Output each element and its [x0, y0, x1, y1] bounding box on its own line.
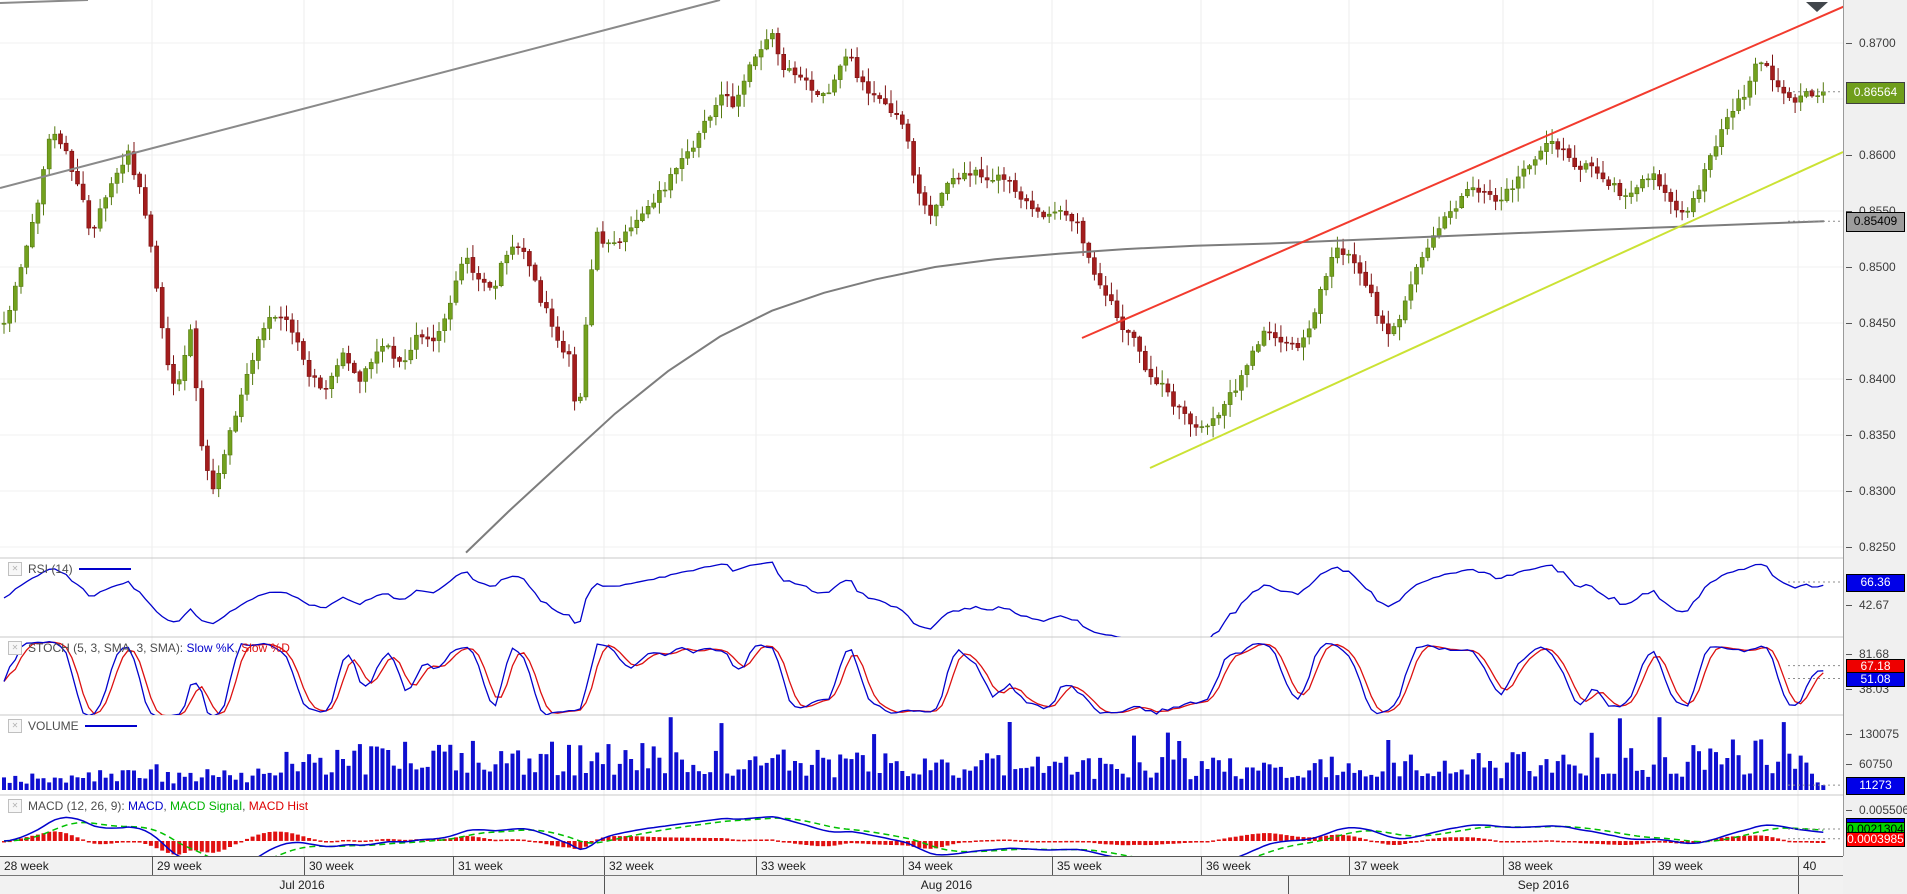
price-axis-tick: 0.8600	[1844, 148, 1907, 162]
macd-value-badge: 0.0003985	[1846, 832, 1905, 847]
volume-panel-label: ✕ VOLUME	[8, 719, 137, 733]
sma-line	[465, 220, 1825, 554]
trendline-1	[0, 0, 89, 4]
week-cell: 40	[1798, 857, 1843, 875]
price-axis-tick: 0.8500	[1844, 260, 1907, 274]
month-label-row: Jul 2016 Aug 2016 Sep 2016	[0, 876, 1843, 894]
trendline-2	[1081, 5, 1843, 339]
week-cell: 31 week	[453, 857, 604, 875]
month-cell	[1798, 876, 1843, 894]
macd-group	[2, 815, 1826, 856]
price-axis[interactable]: 0.87000.86500.86000.85500.85000.84500.84…	[1843, 0, 1907, 894]
candlestick-series	[0, 0, 1843, 554]
price-axis-tick: 0.8250	[1844, 540, 1907, 554]
month-cell: Sep 2016	[1288, 876, 1798, 894]
week-cell: 33 week	[756, 857, 903, 875]
week-cell: 32 week	[604, 857, 756, 875]
close-indicator-icon[interactable]: ✕	[8, 562, 22, 576]
volume-value-badge: 11273	[1846, 777, 1905, 795]
price-value-badge: 0.86564	[1846, 82, 1905, 104]
price-axis-tick: 0.8350	[1844, 428, 1907, 442]
macd-panel-label: ✕ MACD (12, 26, 9): MACD, MACD Signal, MA…	[8, 799, 308, 813]
macd-label-text: MACD (12, 26, 9): MACD, MACD Signal, MAC…	[28, 799, 309, 813]
week-cell: 29 week	[152, 857, 304, 875]
rsi-sample-line	[78, 568, 131, 570]
week-cell: 35 week	[1052, 857, 1201, 875]
volume-label-text: VOLUME	[28, 719, 79, 733]
close-indicator-icon[interactable]: ✕	[8, 641, 22, 655]
week-cell: 30 week	[304, 857, 453, 875]
macd-line	[3, 815, 1824, 856]
time-axis[interactable]: 28 week 29 week 30 week 31 week 32 week 33 we…	[0, 856, 1843, 894]
scroll-to-latest-icon[interactable]	[1806, 2, 1828, 12]
rsi-panel-label: ✕ RSI (14)	[8, 562, 131, 576]
week-cell: 36 week	[1201, 857, 1349, 875]
stoch-panel-label: ✕ STOCH (5, 3, SMA, 3, SMA): Slow %K, Slo…	[8, 641, 290, 655]
week-cell: 38 week	[1503, 857, 1653, 875]
trendline-0	[0, 0, 721, 189]
week-cell: 34 week	[903, 857, 1052, 875]
volume-bars	[2, 717, 1826, 790]
trendline-3	[1149, 151, 1843, 469]
week-cell: 28 week	[4, 859, 49, 873]
macd-axis-tick: 0.0055067	[1844, 803, 1907, 817]
volume-axis-tick: 60750	[1844, 757, 1907, 771]
rsi-axis-tick: 42.67	[1844, 598, 1907, 612]
price-axis-tick: 0.8700	[1844, 36, 1907, 50]
price-value-badge: 0.85409	[1846, 212, 1905, 232]
close-indicator-icon[interactable]: ✕	[8, 799, 22, 813]
month-cell: Aug 2016	[604, 876, 1288, 894]
stoch-label-text: STOCH (5, 3, SMA, 3, SMA): Slow %K, Slow…	[28, 641, 290, 655]
month-cell: Jul 2016	[279, 878, 325, 892]
volume-sample-line	[84, 725, 137, 727]
week-label-row: 28 week 29 week 30 week 31 week 32 week 33 we…	[0, 857, 1843, 876]
price-axis-tick: 0.8400	[1844, 372, 1907, 386]
stoch-k-line	[3, 641, 1824, 715]
week-cell: 37 week	[1349, 857, 1503, 875]
rsi-label-text: RSI (14)	[28, 562, 73, 576]
price-axis-tick: 0.8300	[1844, 484, 1907, 498]
stoch-value-badge: 51.08	[1846, 672, 1905, 687]
rsi-line	[3, 561, 1824, 637]
rsi-value-badge: 66.36	[1846, 574, 1905, 592]
price-axis-tick: 0.8450	[1844, 316, 1907, 330]
axis-corner	[1843, 856, 1907, 894]
stoch-axis-tick: 81.68	[1844, 647, 1907, 661]
volume-axis-tick: 130075	[1844, 727, 1907, 741]
chart-plot-area[interactable]	[0, 0, 1843, 856]
close-indicator-icon[interactable]: ✕	[8, 719, 22, 733]
week-cell: 39 week	[1653, 857, 1798, 875]
